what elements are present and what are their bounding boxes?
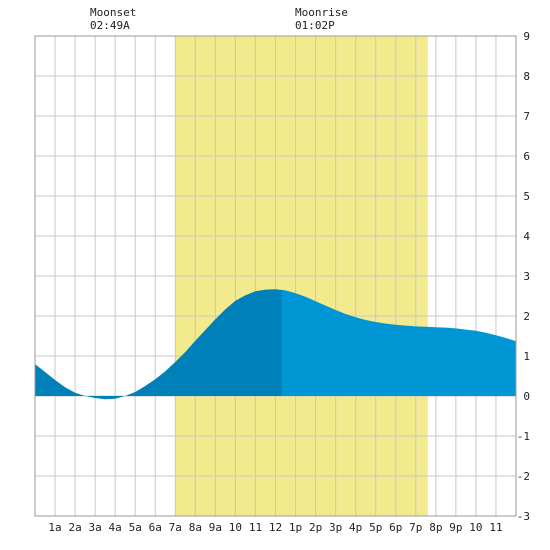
x-tick-label: 12 [269,521,282,534]
tide-area-future [281,289,516,396]
moon-header: Moonset 02:49A Moonrise 01:02P [90,6,348,32]
x-tick-label: 10 [469,521,482,534]
x-tick-label: 1p [289,521,302,534]
moonset-time: 02:49A [90,19,130,32]
y-tick-label: 7 [523,110,530,123]
tide-area-past [35,289,282,400]
y-tick-label: 8 [523,70,530,83]
x-tick-label: 1a [48,521,61,534]
y-tick-label: -3 [517,510,530,523]
y-tick-label: 6 [523,150,530,163]
x-tick-label: 6p [389,521,402,534]
x-tick-label: 4a [109,521,122,534]
x-tick-label: 6a [149,521,162,534]
y-tick-label: 5 [523,190,530,203]
x-tick-label: 9a [209,521,222,534]
moonset-label: Moonset [90,6,136,19]
y-tick-label: 9 [523,30,530,43]
y-tick-label: -2 [517,470,530,483]
x-tick-label: 3p [329,521,342,534]
y-tick-label: 1 [523,350,530,363]
x-tick-label: 11 [249,521,262,534]
x-tick-label: 7a [169,521,182,534]
x-tick-label: 5a [129,521,142,534]
x-tick-label: 5p [369,521,382,534]
x-tick-label: 9p [449,521,462,534]
y-tick-label: 3 [523,270,530,283]
y-tick-label: 0 [523,390,530,403]
x-tick-label: 4p [349,521,362,534]
axes: 1a 2a 3a 4a 5a 6a 7a 8a 9a 10 11 12 1p 2p 3p 4p 5p 6p 7p 8p… [34,30,530,534]
y-tick-label: -1 [517,430,530,443]
y-tick-label: 4 [523,230,530,243]
x-tick-label: 8p [429,521,442,534]
y-tick-label: 2 [523,310,530,323]
x-tick-label: 7p [409,521,422,534]
moonrise-time: 01:02P [295,19,335,32]
plot-area [35,35,516,517]
x-tick-label: 2a [68,521,81,534]
x-tick-label: 3a [89,521,102,534]
moonrise-label: Moonrise [295,6,348,19]
x-tick-label: 10 [229,521,242,534]
x-tick-label: 2p [309,521,322,534]
x-tick-label: 8a [189,521,202,534]
x-tick-label: 11 [489,521,502,534]
plot-frame [34,35,517,517]
